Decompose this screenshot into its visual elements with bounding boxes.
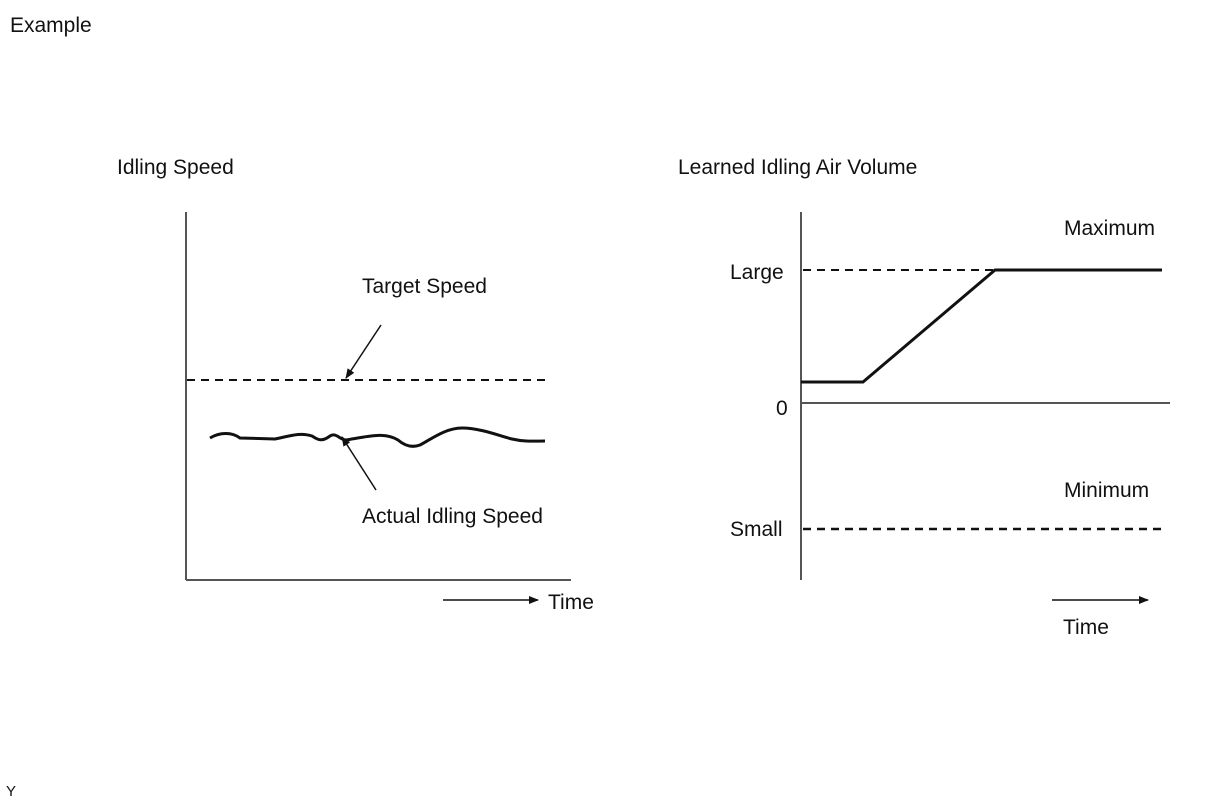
right-time-label: Time [1063,616,1109,639]
left-time-label: Time [548,591,594,614]
zero-label: 0 [776,397,788,420]
footer-code: Y [6,783,17,800]
target-speed-label: Target Speed [362,275,487,298]
small-label: Small [730,518,783,541]
minimum-label: Minimum [1064,479,1150,502]
target-speed-pointer [345,324,382,379]
learned-air-volume-line [801,268,1162,384]
maximum-label: Maximum [1064,217,1156,240]
actual-idling-speed-line [209,426,546,448]
right-chart [800,212,1170,604]
actual-speed-pointer [341,436,377,491]
left-chart-title: Idling Speed [117,156,234,179]
right-chart-title: Learned Idling Air Volume [678,156,918,179]
large-label: Large [730,261,784,284]
actual-idling-speed-label: Actual Idling Speed [362,505,543,528]
left-chart [185,212,571,604]
page-label: Example [10,14,92,37]
